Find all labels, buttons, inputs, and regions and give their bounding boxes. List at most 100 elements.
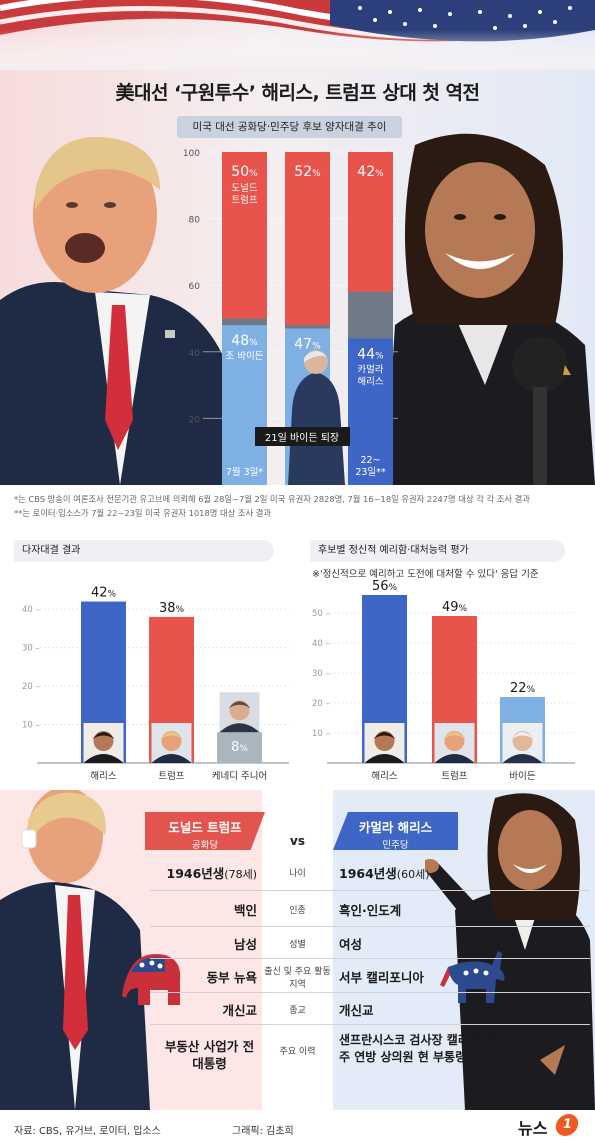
- y-tick-label: 60: [189, 282, 201, 292]
- avatar-hair: [443, 732, 466, 739]
- avatar-body: [434, 754, 475, 763]
- avatar-hair: [511, 732, 534, 739]
- trump-career: 부동산 사업가 전 대통령: [164, 1039, 255, 1071]
- harris-age: 1964년생(60세): [339, 866, 430, 881]
- avatar-body: [219, 723, 260, 733]
- trump-gender: 남성: [233, 937, 257, 952]
- avatar-hair: [92, 732, 115, 739]
- y-tick-label: 100: [183, 149, 200, 159]
- news1-logo-mark: 1: [554, 1114, 580, 1136]
- trump-photo: [0, 137, 230, 485]
- annotation-box: [255, 427, 350, 446]
- elephant-icon: [122, 954, 181, 1005]
- survey-notes: *는 CBS 방송이 여론조사 전문기관 유고브에 의뢰해 6월 28일~7월 …: [14, 492, 589, 520]
- harris-party: 민주당: [382, 840, 409, 851]
- y-tick-label: 30 –: [22, 644, 40, 654]
- avatar-body: [83, 754, 124, 763]
- y-tick-label: 10 –: [22, 721, 40, 731]
- us-flag-banner: [0, 0, 595, 70]
- bar-value-label: 38%: [159, 601, 185, 616]
- bar-value-label: 22%: [510, 681, 536, 696]
- y-tick-label: 20: [189, 415, 201, 425]
- row-divider: [150, 890, 590, 891]
- bar: [217, 732, 262, 763]
- note-line: **는 로이터·입소스가 7월 22~23일 미국 유권자 1018명 대상 조…: [14, 508, 272, 518]
- note-line: *는 CBS 방송이 여론조사 전문기관 유고브에 의뢰해 6월 28일~7월 …: [14, 494, 530, 504]
- chart-subtitle: 미국 대선 공화당·민주당 후보 양자대결 추이: [177, 116, 402, 138]
- harris-religion: 개신교: [339, 1003, 374, 1018]
- biden-hair: [304, 351, 328, 362]
- donkey-icon: [440, 951, 505, 1003]
- y-tick-label: 10 –: [312, 729, 330, 739]
- avatar-hair: [373, 732, 396, 739]
- graphic-credit: 그래픽: 김초희: [232, 1126, 294, 1137]
- trump-figure: [0, 790, 150, 1110]
- y-tick-label: 40 –: [312, 639, 330, 649]
- trump-religion: 개신교: [222, 1003, 257, 1018]
- republican-bar: [348, 152, 393, 292]
- republican-name-label: 도널드: [231, 183, 257, 194]
- category-gender: 성별: [289, 940, 306, 950]
- top-section: 美대선 ‘구원투수’ 해리스, 트럼프 상대 첫 역전 미국 대선 공화당·민주…: [0, 0, 595, 485]
- category-label: 해리스: [371, 770, 397, 782]
- category-label: 22~: [360, 455, 380, 466]
- bar-value-label: 42%: [91, 586, 117, 601]
- y-tick-label: 50 –: [312, 609, 330, 619]
- category-label: 7월 3일*: [226, 466, 264, 478]
- y-tick-label: 80: [189, 216, 201, 226]
- candidate-comparison: 도널드 트럼프 공화당 카멀라 해리스 민주당 vs 1946년생(78세) 나…: [0, 790, 595, 1110]
- category-race: 인종: [289, 906, 306, 916]
- row-divider: [150, 1024, 590, 1025]
- annotation-text: 21일 바이든 퇴장: [265, 432, 339, 444]
- republican-bar: [222, 152, 267, 319]
- category-label: 23일**: [355, 467, 386, 478]
- harris-figure: [425, 793, 595, 1110]
- category-label: 바이든: [509, 771, 535, 782]
- y-tick-label: 20 –: [22, 682, 40, 692]
- mental-rating-label: 후보별 정신적 예리함·대처능력 평가: [310, 540, 565, 562]
- bar-value-label: 49%: [442, 600, 468, 615]
- avatar-body: [151, 754, 192, 763]
- harris-career: 샌프란시스코 검사장 캘리포니아주 연방 상의원 현 부통령: [339, 1033, 502, 1064]
- democrat-name-label: 조 바이든: [226, 351, 264, 362]
- row-divider: [150, 992, 590, 993]
- bar-value-label: 8%: [231, 740, 248, 755]
- y-tick-label: 20 –: [312, 699, 330, 709]
- category-label: 트럼프: [158, 770, 184, 782]
- source-credit: 자료: CBS, 유거브, 로이터, 입소스: [14, 1126, 161, 1137]
- trump-race: 백인: [233, 903, 257, 918]
- avatar-body: [502, 754, 543, 763]
- multi-race-chart: 10 – 20 – 30 – 40 – 42% 해리스 38% 트럼프 8% 케네디 주니어: [22, 586, 289, 782]
- category-label: 케네디 주니어: [212, 771, 267, 782]
- category-age: 나이: [289, 869, 306, 879]
- category-career: 주요 이력: [279, 1047, 316, 1057]
- democrat-name-label: 해리스: [357, 375, 383, 387]
- harris-photo: [385, 133, 595, 485]
- footer: 자료: CBS, 유거브, 로이터, 입소스 그래픽: 김초희 뉴스 1: [0, 1110, 595, 1145]
- avatar-body: [364, 754, 405, 763]
- category-religion: 종교: [289, 1006, 306, 1016]
- trump-name: 도널드 트럼프: [168, 820, 242, 835]
- row-divider: [150, 958, 590, 959]
- category-label: 트럼프: [441, 770, 467, 782]
- news1-logo: 뉴스: [518, 1119, 548, 1138]
- y-tick-label: 30 –: [312, 669, 330, 679]
- harris-name: 카멀라 해리스: [358, 820, 433, 835]
- trump-party: 공화당: [191, 840, 219, 851]
- trump-age: 1946년생(78세): [166, 866, 258, 881]
- harris-gender: 여성: [339, 937, 363, 952]
- row-divider: [150, 926, 590, 927]
- republican-name-label: 트럼프: [231, 194, 257, 206]
- avatar-hair: [160, 732, 183, 739]
- multi-race-label: 다자대결 결과: [14, 540, 274, 562]
- trump-header: 도널드 트럼프 공화당: [145, 812, 265, 850]
- y-tick-label: 40 –: [22, 605, 40, 615]
- avatar-hair: [228, 701, 251, 709]
- trump-region: 동부 뉴욕: [206, 970, 257, 985]
- harris-region: 서부 캘리포니아: [339, 970, 424, 985]
- vs-label: vs: [290, 834, 305, 848]
- republican-bar: [285, 152, 330, 326]
- bar-value-label: 56%: [372, 580, 398, 594]
- democrat-bar: [348, 338, 393, 485]
